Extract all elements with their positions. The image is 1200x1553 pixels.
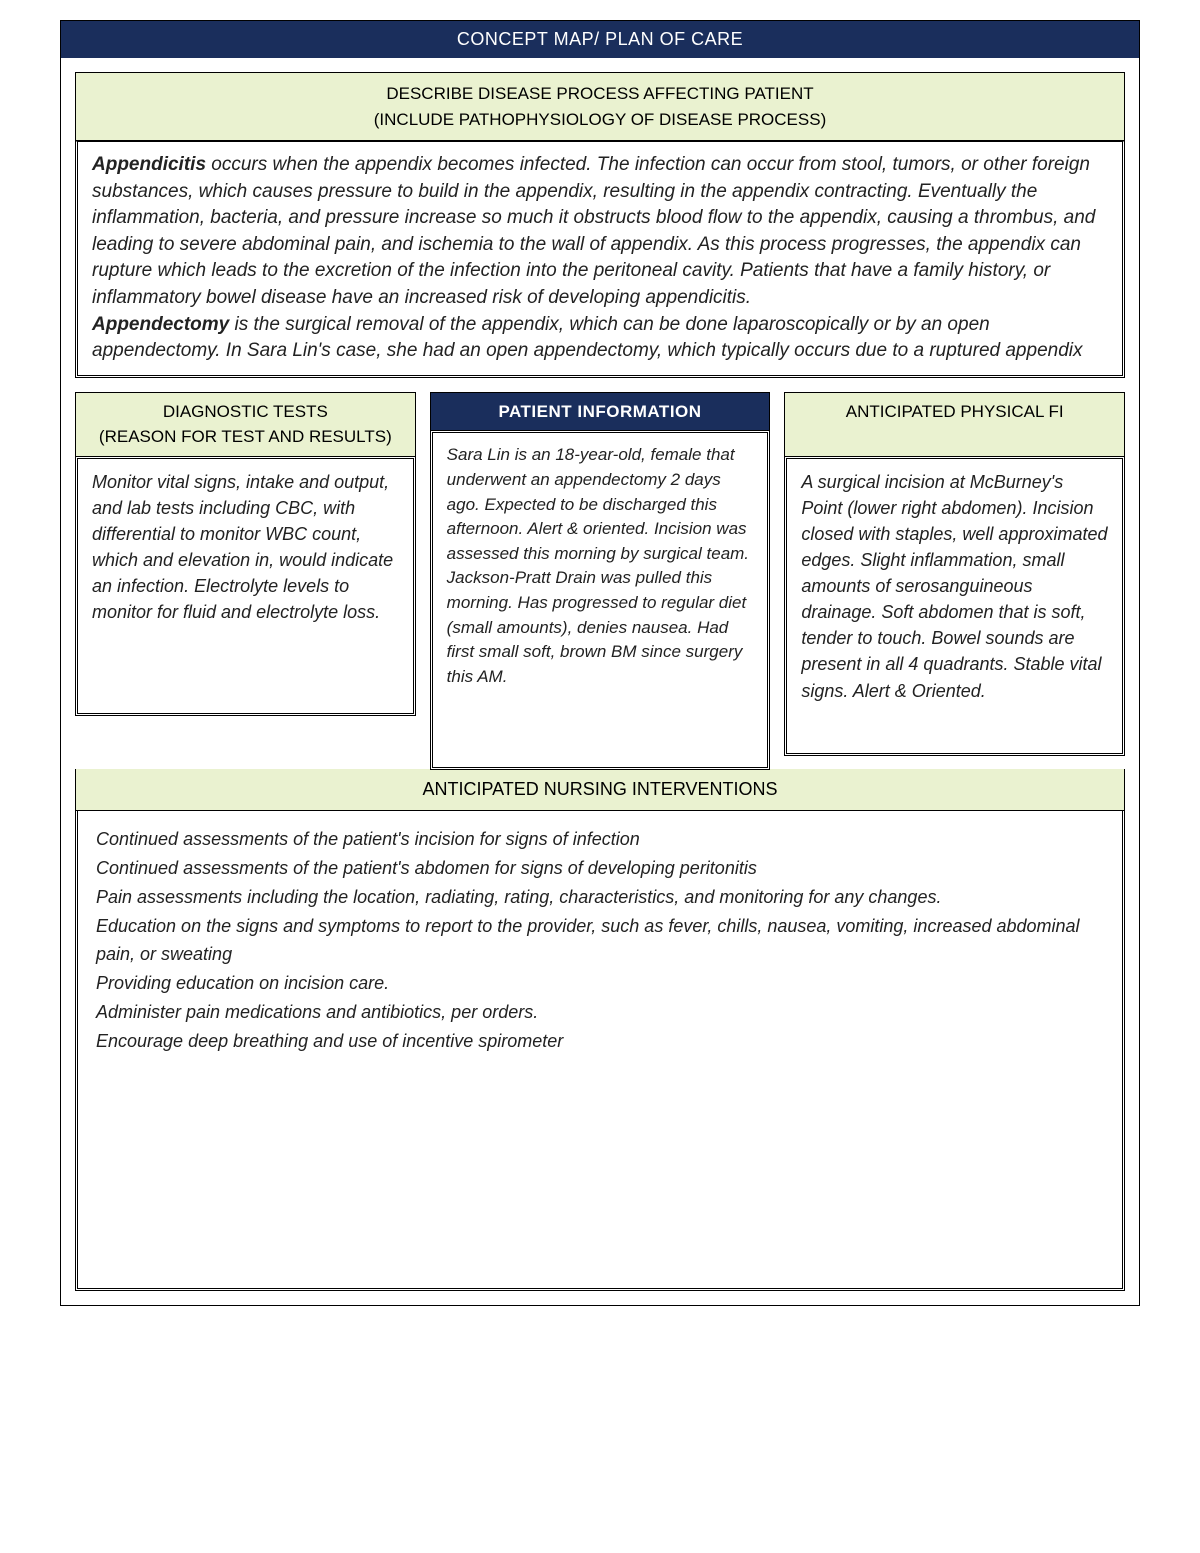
diagnostic-header-line2: (REASON FOR TEST AND RESULTS) (82, 424, 409, 450)
columns-row: DIAGNOSTIC TESTS (REASON FOR TEST AND RE… (75, 392, 1125, 771)
page-inner: DESCRIBE DISEASE PROCESS AFFECTING PATIE… (61, 58, 1139, 1305)
intervention-line: Providing education on incision care. (96, 969, 1104, 998)
disease-header-line1: DESCRIBE DISEASE PROCESS AFFECTING PATIE… (86, 81, 1114, 107)
disease-content: Appendicitis occurs when the appendix be… (75, 141, 1125, 378)
physical-header: ANTICIPATED PHYSICAL FI (784, 392, 1125, 456)
interventions-header: ANTICIPATED NURSING INTERVENTIONS (75, 769, 1125, 811)
disease-header-line2: (INCLUDE PATHOPHYSIOLOGY OF DISEASE PROC… (86, 107, 1114, 133)
intervention-line: Continued assessments of the patient's i… (96, 825, 1104, 854)
page-title: CONCEPT MAP/ PLAN OF CARE (61, 21, 1139, 58)
page-container: CONCEPT MAP/ PLAN OF CARE DESCRIBE DISEA… (60, 20, 1140, 1306)
disease-bold-term-1: Appendicitis (92, 154, 206, 175)
disease-section-header: DESCRIBE DISEASE PROCESS AFFECTING PATIE… (75, 72, 1125, 141)
patient-info-body: Sara Lin is an 18-year-old, female that … (430, 430, 771, 770)
disease-body-2: is the surgical removal of the appendix,… (92, 314, 1083, 362)
patient-info-header: PATIENT INFORMATION (430, 392, 771, 431)
diagnostic-header: DIAGNOSTIC TESTS (REASON FOR TEST AND RE… (75, 392, 416, 456)
physical-header-spacer (791, 424, 1118, 450)
physical-header-line1: ANTICIPATED PHYSICAL FI (791, 399, 1118, 425)
intervention-line: Administer pain medications and antibiot… (96, 998, 1104, 1027)
intervention-line: Continued assessments of the patient's a… (96, 854, 1104, 883)
intervention-line: Education on the signs and symptoms to r… (96, 912, 1104, 970)
intervention-line: Encourage deep breathing and use of ince… (96, 1027, 1104, 1056)
patient-info-column: PATIENT INFORMATION Sara Lin is an 18-ye… (430, 392, 771, 771)
disease-body-1: occurs when the appendix becomes infecte… (92, 154, 1095, 308)
diagnostic-header-line1: DIAGNOSTIC TESTS (82, 399, 409, 425)
disease-bold-term-2: Appendectomy (92, 314, 229, 335)
interventions-body: Continued assessments of the patient's i… (75, 811, 1125, 1291)
intervention-line: Pain assessments including the location,… (96, 883, 1104, 912)
diagnostic-body: Monitor vital signs, intake and output, … (75, 456, 416, 716)
physical-findings-column: ANTICIPATED PHYSICAL FI A surgical incis… (784, 392, 1125, 756)
diagnostic-column: DIAGNOSTIC TESTS (REASON FOR TEST AND RE… (75, 392, 416, 716)
physical-body: A surgical incision at McBurney's Point … (784, 456, 1125, 756)
